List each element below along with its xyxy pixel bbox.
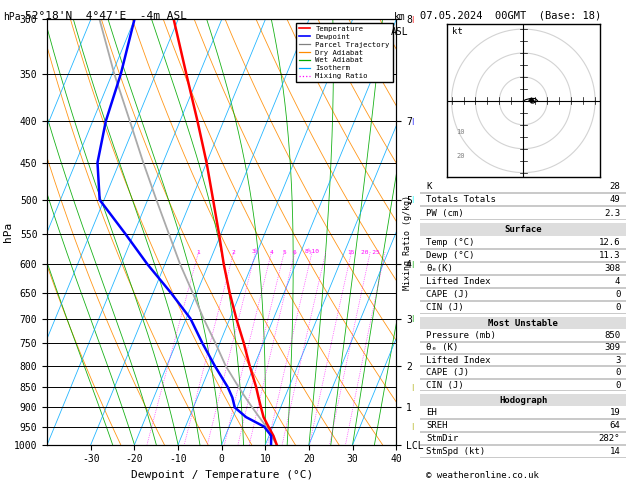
Text: 3½: 3½ — [252, 250, 259, 255]
Text: Mixing Ratio (g/kg): Mixing Ratio (g/kg) — [403, 195, 412, 291]
Text: StmDir: StmDir — [426, 434, 459, 443]
Text: Pressure (mb): Pressure (mb) — [426, 331, 496, 340]
Text: 2.3: 2.3 — [604, 208, 620, 218]
Text: 20 25: 20 25 — [361, 250, 379, 255]
Text: 07.05.2024  00GMT  (Base: 18): 07.05.2024 00GMT (Base: 18) — [420, 11, 601, 21]
Text: 10: 10 — [457, 129, 465, 135]
Text: 64: 64 — [610, 421, 620, 430]
Text: 11.3: 11.3 — [599, 251, 620, 260]
Text: 49: 49 — [610, 195, 620, 204]
Text: 4: 4 — [270, 250, 274, 255]
Bar — [420, 394, 626, 406]
Bar — [420, 223, 626, 236]
Text: 52°18'N  4°47'E  -4m ASL: 52°18'N 4°47'E -4m ASL — [25, 11, 187, 21]
Text: 8½10: 8½10 — [304, 250, 320, 255]
Text: CAPE (J): CAPE (J) — [426, 290, 469, 299]
Text: |: | — [411, 384, 414, 391]
Text: Lifted Index: Lifted Index — [426, 356, 491, 365]
Text: 308: 308 — [604, 264, 620, 273]
Text: hPa: hPa — [3, 12, 21, 22]
Text: kt: kt — [452, 27, 462, 36]
Text: © weatheronline.co.uk: © weatheronline.co.uk — [426, 471, 539, 480]
Text: K: K — [426, 182, 431, 191]
Text: 850: 850 — [604, 331, 620, 340]
Text: ASL: ASL — [391, 27, 408, 37]
Text: 15: 15 — [348, 250, 355, 255]
Text: 20: 20 — [457, 153, 465, 159]
Text: Temp (°C): Temp (°C) — [426, 238, 475, 247]
Text: EH: EH — [426, 408, 437, 417]
Text: CAPE (J): CAPE (J) — [426, 368, 469, 377]
Text: 1: 1 — [196, 250, 200, 255]
Text: 14: 14 — [610, 447, 620, 456]
Text: Lifted Index: Lifted Index — [426, 278, 491, 286]
Text: Totals Totals: Totals Totals — [426, 195, 496, 204]
Text: 0: 0 — [615, 381, 620, 390]
Text: |: | — [411, 196, 414, 203]
X-axis label: Dewpoint / Temperature (°C): Dewpoint / Temperature (°C) — [131, 470, 313, 480]
Text: 6: 6 — [293, 250, 297, 255]
Text: Dewp (°C): Dewp (°C) — [426, 251, 475, 260]
Text: 282°: 282° — [599, 434, 620, 443]
Text: PW (cm): PW (cm) — [426, 208, 464, 218]
Text: 28: 28 — [610, 182, 620, 191]
Bar — [420, 317, 626, 330]
Text: |: | — [411, 16, 414, 23]
Text: 4: 4 — [615, 278, 620, 286]
Text: StmSpd (kt): StmSpd (kt) — [426, 447, 486, 456]
Text: 3: 3 — [615, 356, 620, 365]
Y-axis label: hPa: hPa — [3, 222, 13, 242]
Text: |: | — [411, 423, 414, 430]
Text: 12.6: 12.6 — [599, 238, 620, 247]
Text: 2: 2 — [231, 250, 235, 255]
Text: CIN (J): CIN (J) — [426, 303, 464, 312]
Text: SREH: SREH — [426, 421, 448, 430]
Text: 0: 0 — [615, 303, 620, 312]
Text: CIN (J): CIN (J) — [426, 381, 464, 390]
Legend: Temperature, Dewpoint, Parcel Trajectory, Dry Adiabat, Wet Adiabat, Isotherm, Mi: Temperature, Dewpoint, Parcel Trajectory… — [296, 23, 392, 82]
Text: θₑ (K): θₑ (K) — [426, 343, 459, 352]
Text: 309: 309 — [604, 343, 620, 352]
Text: Hodograph: Hodograph — [499, 396, 547, 404]
Text: 5: 5 — [282, 250, 286, 255]
Text: 0: 0 — [615, 290, 620, 299]
Text: Most Unstable: Most Unstable — [488, 318, 559, 328]
Text: 0: 0 — [615, 368, 620, 377]
Text: θₑ(K): θₑ(K) — [426, 264, 454, 273]
Text: 19: 19 — [610, 408, 620, 417]
Text: |: | — [411, 261, 414, 268]
Text: |: | — [411, 315, 414, 322]
Text: Surface: Surface — [504, 225, 542, 234]
Text: |: | — [411, 118, 414, 124]
Text: km: km — [394, 12, 405, 22]
